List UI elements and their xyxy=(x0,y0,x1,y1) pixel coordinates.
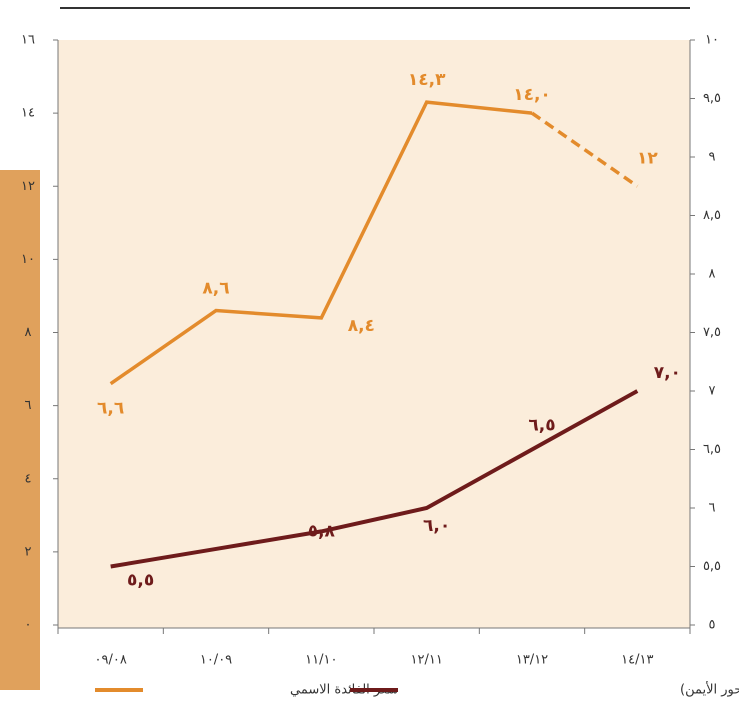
value-label: ١٢ xyxy=(637,148,658,168)
y2-tick-label: ٥,٥ xyxy=(703,559,721,574)
legend-label: متوسط سعر الصرف (المحور الأيمن) xyxy=(680,681,739,698)
y2-tick-label: ٥ xyxy=(709,618,716,633)
value-label: ٦,٠ xyxy=(423,516,450,536)
y2-tick-label: ٧ xyxy=(709,384,716,399)
value-label: ٦,٦ xyxy=(97,399,124,419)
value-label: ٦,٥ xyxy=(528,416,555,436)
chart: ٠ ٢ ٤ ٦ ٨ ١٠ ١٢ ١٤ ١٦ ٥ ٥,٥ ٦ ٦,٥ ٧ ٧,٥ ٨ ٨,٥ ٩ ٩,٥ ١٠ ٠٩/٠٨… xyxy=(0,0,739,711)
x-tick-label: ١٢/١١ xyxy=(411,653,443,668)
y2-tick-label: ٩,٥ xyxy=(703,91,721,106)
y-tick-label: ٦ xyxy=(25,398,32,413)
y-tick-label: ٨ xyxy=(25,325,32,340)
y-tick-label: ١٠ xyxy=(21,252,35,267)
y-tick-label: ٤ xyxy=(25,471,32,486)
value-label: ٨,٤ xyxy=(348,316,375,336)
value-label: ٨,٦ xyxy=(202,279,229,299)
y-tick-label: ١٤ xyxy=(21,106,35,121)
value-label: ١٤,٣ xyxy=(408,70,446,90)
value-label: ٥,٨ xyxy=(308,521,336,541)
y2-tick-label: ١٠ xyxy=(705,33,719,48)
y-tick-label: ١٢ xyxy=(21,179,35,194)
y2-tick-label: ٦,٥ xyxy=(703,442,721,457)
y-tick-label: ٢ xyxy=(25,544,32,559)
y-tick-label: ٠ xyxy=(25,618,32,633)
x-tick-label: ٠٩/٠٨ xyxy=(95,653,127,668)
x-tick-label: ١٤/١٣ xyxy=(621,653,653,668)
value-label: ٧,٠ xyxy=(654,363,681,383)
y-tick-label: ١٦ xyxy=(21,33,35,48)
page: {"chart_data": {"type": "line", "categor… xyxy=(0,0,739,711)
y2-tick-label: ٨,٥ xyxy=(703,208,721,223)
y2-tick-label: ٦ xyxy=(709,501,716,516)
x-tick-label: ١٣/١٢ xyxy=(516,653,548,668)
y2-tick-label: ٧,٥ xyxy=(703,325,721,340)
x-tick-label: ١١/١٠ xyxy=(305,653,337,668)
y2-tick-label: ٨ xyxy=(709,267,716,282)
decor-strip xyxy=(0,170,40,690)
y2-tick-label: ٩ xyxy=(709,150,716,165)
value-label: ٥,٥ xyxy=(127,571,154,591)
value-label: ١٤,٠ xyxy=(513,85,551,105)
x-tick-label: ١٠/٠٩ xyxy=(200,653,232,668)
